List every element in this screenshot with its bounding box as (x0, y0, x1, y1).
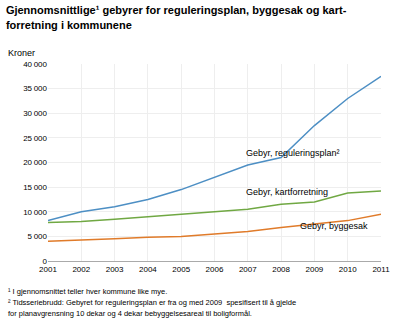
svg-text:Gebyr, kartforretning: Gebyr, kartforretning (246, 187, 328, 197)
svg-text:15 000: 15 000 (23, 183, 47, 192)
svg-text:35 000: 35 000 (23, 84, 47, 93)
svg-text:20 000: 20 000 (23, 158, 47, 167)
svg-text:2002: 2002 (72, 265, 90, 274)
svg-text:2005: 2005 (172, 265, 190, 274)
svg-text:2006: 2006 (206, 265, 224, 274)
svg-text:5 000: 5 000 (28, 232, 48, 241)
svg-text:2011: 2011 (372, 265, 390, 274)
svg-text:Kroner: Kroner (8, 48, 35, 58)
svg-text:² Tidsseriebrudd: Gebyret for: ² Tidsseriebrudd: Gebyret for regulering… (8, 298, 296, 307)
svg-text:2009: 2009 (306, 265, 324, 274)
svg-text:for planavgrensning 10 dekar o: for planavgrensning 10 dekar og 4 dekar … (8, 309, 252, 318)
svg-text:¹ I gjennomsnittet teller hver: ¹ I gjennomsnittet teller hver kommune l… (8, 287, 167, 296)
svg-text:Gjennomsnittlige¹ gebyrer for: Gjennomsnittlige¹ gebyrer for regulering… (6, 4, 347, 30)
svg-text:10 000: 10 000 (23, 208, 47, 217)
svg-text:2004: 2004 (139, 265, 157, 274)
svg-text:2008: 2008 (272, 265, 290, 274)
svg-text:25 000: 25 000 (23, 134, 47, 143)
svg-text:30 000: 30 000 (23, 109, 47, 118)
svg-text:40 000: 40 000 (23, 60, 47, 69)
svg-text:2001: 2001 (39, 265, 57, 274)
svg-text:2010: 2010 (339, 265, 357, 274)
svg-text:0: 0 (43, 257, 48, 266)
svg-text:Gebyr, reguleringsplan²: Gebyr, reguleringsplan² (246, 148, 340, 158)
svg-text:2007: 2007 (239, 265, 257, 274)
svg-text:Gebyr, byggesak: Gebyr, byggesak (300, 221, 368, 231)
svg-text:2003: 2003 (106, 265, 124, 274)
